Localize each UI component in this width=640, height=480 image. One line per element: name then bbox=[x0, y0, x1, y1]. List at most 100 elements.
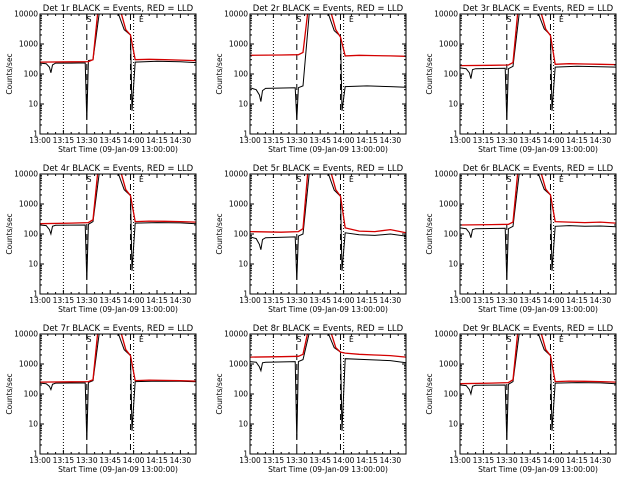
x-tick-label: 13:00 bbox=[29, 136, 51, 145]
x-tick-label: 14:00 bbox=[543, 456, 565, 465]
y-tick-label: 1000 bbox=[19, 200, 38, 209]
x-tick-label: 13:30 bbox=[496, 296, 518, 305]
y-axis-label: Counts/sec bbox=[5, 213, 14, 254]
marker-start: S bbox=[87, 175, 92, 184]
y-tick-label: 1 bbox=[33, 450, 38, 459]
y-tick-label: 100 bbox=[234, 70, 249, 79]
y-tick-label: 10 bbox=[28, 100, 38, 109]
marker-end: E bbox=[559, 335, 564, 344]
y-tick-label: 10 bbox=[448, 260, 458, 269]
x-axis-label: Start Time (09-Jan-09 13:00:00) bbox=[58, 145, 178, 154]
x-tick-label: 13:15 bbox=[53, 456, 75, 465]
series-line-events bbox=[40, 14, 196, 120]
y-tick-label: 100 bbox=[444, 70, 459, 79]
x-tick-label: 14:30 bbox=[590, 136, 612, 145]
y-tick-label: 1 bbox=[453, 290, 458, 299]
x-tick-label: 14:30 bbox=[590, 456, 612, 465]
x-tick-label: 14:30 bbox=[170, 296, 192, 305]
y-tick-label: 10000 bbox=[14, 10, 38, 19]
x-tick-label: 14:30 bbox=[380, 296, 402, 305]
marker-start: S bbox=[87, 335, 92, 344]
x-tick-label: 13:45 bbox=[99, 136, 121, 145]
x-tick-label: 13:30 bbox=[286, 296, 308, 305]
x-tick-label: 14:30 bbox=[380, 136, 402, 145]
y-tick-label: 10000 bbox=[434, 10, 458, 19]
marker-start: S bbox=[297, 175, 302, 184]
x-tick-label: 13:30 bbox=[496, 456, 518, 465]
series-line-events bbox=[40, 334, 196, 440]
y-tick-label: 100 bbox=[444, 390, 459, 399]
x-tick-label: 14:00 bbox=[123, 136, 145, 145]
x-tick-label: 14:00 bbox=[543, 136, 565, 145]
x-tick-label: 13:00 bbox=[29, 456, 51, 465]
x-tick-label: 13:15 bbox=[263, 456, 285, 465]
marker-end: E bbox=[139, 175, 144, 184]
x-axis-label: Start Time (09-Jan-09 13:00:00) bbox=[58, 305, 178, 314]
x-tick-label: 14:15 bbox=[356, 136, 378, 145]
marker-start: S bbox=[507, 175, 512, 184]
y-tick-label: 10000 bbox=[14, 330, 38, 339]
y-tick-label: 100 bbox=[234, 230, 249, 239]
marker-end: E bbox=[139, 335, 144, 344]
y-axis-label: Counts/sec bbox=[215, 373, 224, 414]
y-tick-label: 10 bbox=[238, 260, 248, 269]
series-line-lld bbox=[40, 334, 196, 383]
x-tick-label: 13:30 bbox=[286, 136, 308, 145]
panel-title: Det 6r BLACK = Events, RED = LLD bbox=[463, 164, 614, 174]
y-axis-label: Counts/sec bbox=[5, 53, 14, 94]
y-tick-label: 10 bbox=[448, 420, 458, 429]
y-tick-label: 1 bbox=[453, 450, 458, 459]
marker-start: S bbox=[297, 15, 302, 24]
x-tick-label: 13:00 bbox=[29, 296, 51, 305]
x-tick-label: 14:30 bbox=[170, 456, 192, 465]
x-axis-label: Start Time (09-Jan-09 13:00:00) bbox=[268, 305, 388, 314]
x-tick-label: 14:15 bbox=[566, 136, 588, 145]
x-tick-label: 13:00 bbox=[449, 136, 471, 145]
y-tick-label: 10000 bbox=[434, 330, 458, 339]
panel-title: Det 1r BLACK = Events, RED = LLD bbox=[43, 4, 194, 14]
series-line-events bbox=[460, 174, 616, 280]
x-tick-label: 14:15 bbox=[146, 136, 168, 145]
x-tick-label: 13:15 bbox=[473, 456, 495, 465]
y-tick-label: 100 bbox=[24, 230, 39, 239]
y-tick-label: 10000 bbox=[224, 10, 248, 19]
y-tick-label: 100 bbox=[24, 70, 39, 79]
x-tick-label: 13:15 bbox=[263, 136, 285, 145]
x-tick-label: 13:15 bbox=[53, 296, 75, 305]
y-tick-label: 100 bbox=[444, 230, 459, 239]
x-tick-label: 14:15 bbox=[566, 296, 588, 305]
y-tick-label: 1000 bbox=[229, 200, 248, 209]
x-tick-label: 13:00 bbox=[449, 456, 471, 465]
y-tick-label: 1 bbox=[243, 130, 248, 139]
series-line-lld bbox=[40, 174, 196, 225]
x-axis-label: Start Time (09-Jan-09 13:00:00) bbox=[478, 465, 598, 474]
x-tick-label: 14:00 bbox=[333, 456, 355, 465]
panel-title: Det 8r BLACK = Events, RED = LLD bbox=[253, 324, 404, 334]
y-axis-label: Counts/sec bbox=[215, 53, 224, 94]
series-line-events bbox=[250, 14, 406, 120]
y-tick-label: 1000 bbox=[439, 360, 458, 369]
y-tick-label: 1000 bbox=[19, 40, 38, 49]
series-line-events bbox=[250, 174, 406, 280]
x-axis-label: Start Time (09-Jan-09 13:00:00) bbox=[478, 305, 598, 314]
panel-title: Det 9r BLACK = Events, RED = LLD bbox=[463, 324, 614, 334]
y-tick-label: 10 bbox=[238, 100, 248, 109]
x-tick-label: 13:45 bbox=[309, 136, 331, 145]
x-tick-label: 13:45 bbox=[519, 136, 541, 145]
x-tick-label: 14:15 bbox=[356, 456, 378, 465]
marker-start: S bbox=[507, 335, 512, 344]
x-tick-label: 13:30 bbox=[76, 136, 98, 145]
y-tick-label: 1000 bbox=[229, 40, 248, 49]
y-tick-label: 1 bbox=[453, 130, 458, 139]
series-line-lld bbox=[460, 14, 616, 67]
x-tick-label: 13:45 bbox=[309, 456, 331, 465]
marker-start: S bbox=[507, 15, 512, 24]
series-line-lld bbox=[250, 334, 406, 358]
x-tick-label: 13:45 bbox=[519, 456, 541, 465]
x-tick-label: 13:30 bbox=[496, 136, 518, 145]
